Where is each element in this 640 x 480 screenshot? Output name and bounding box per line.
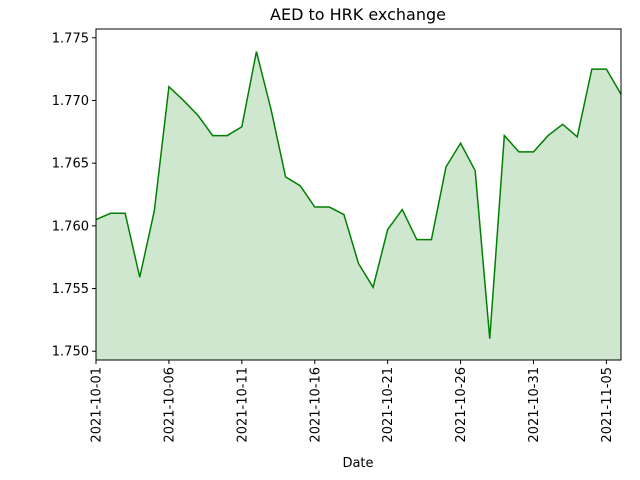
- chart-title: AED to HRK exchange: [270, 5, 446, 24]
- x-tick-label: 2021-10-11: [235, 367, 250, 443]
- x-axis-label: Date: [342, 456, 373, 471]
- plot-area: [95, 28, 622, 361]
- x-tick-label: 2021-11-05: [600, 367, 615, 443]
- x-tick-label: 2021-10-21: [381, 367, 396, 443]
- area-fill: [96, 51, 621, 360]
- x-tick-label: 2021-10-01: [90, 367, 105, 443]
- x-tick-label: 2021-10-16: [308, 367, 323, 443]
- series-line: [95, 51, 622, 339]
- plot-frame: [95, 28, 622, 361]
- y-tick-label: 1.765: [52, 157, 89, 172]
- x-axis: 2021-10-01 2021-10-06 2021-10-11 2021-10-16…: [90, 360, 615, 443]
- y-tick-label: 1.770: [52, 94, 89, 109]
- y-tick-label: 1.775: [52, 31, 89, 46]
- y-tick-label: 1.755: [52, 282, 89, 297]
- y-tick-label: 1.760: [52, 219, 89, 234]
- x-tick-label: 2021-10-31: [527, 367, 542, 443]
- y-tick-label: 1.750: [52, 345, 89, 360]
- x-tick-label: 2021-10-26: [454, 367, 469, 443]
- y-axis: 1.750 1.755 1.760 1.765 1.770 1.775: [52, 31, 96, 360]
- x-tick-label: 2021-10-06: [162, 367, 177, 443]
